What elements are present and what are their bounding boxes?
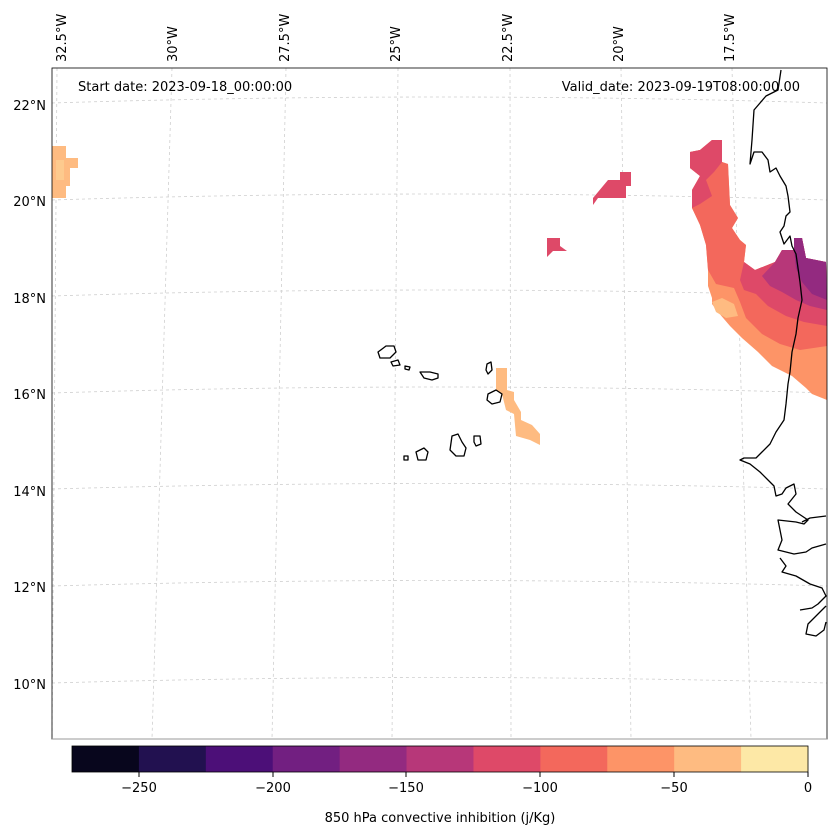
valid-date-text: Valid_date: 2023-09-19T08:00:00.00 bbox=[562, 80, 800, 95]
lon-label-22-5w: 22.5°W bbox=[501, 14, 516, 62]
colorbar: −250 −200 −150 −100 −50 0 850 hPa convec… bbox=[71, 745, 812, 826]
colorbar-bin-9 bbox=[674, 746, 742, 772]
island-sal bbox=[485, 361, 493, 375]
lon-label-20w: 20°W bbox=[612, 26, 627, 62]
colorbar-bin-0 bbox=[72, 746, 140, 772]
island-maio bbox=[473, 435, 482, 447]
island-boa-vista bbox=[486, 389, 503, 405]
colorbar-bin-1 bbox=[138, 746, 207, 772]
island-brava bbox=[403, 455, 409, 461]
map-panel: Start date: 2023-09-18_00:00:00 Valid_da… bbox=[51, 67, 828, 740]
cin-patch-north bbox=[593, 172, 631, 205]
cin-patch-west-core bbox=[56, 160, 64, 180]
lon-label-32-5w: 32.5°W bbox=[55, 14, 70, 62]
colorbar-ticks bbox=[138, 772, 809, 777]
coastlines bbox=[377, 69, 827, 637]
colorbar-bin-3 bbox=[272, 746, 341, 772]
lon-label-25w: 25°W bbox=[389, 26, 404, 62]
colorbar-bins bbox=[72, 746, 809, 772]
cin-coastal-deep bbox=[794, 238, 827, 300]
cb-tick-label: −200 bbox=[255, 781, 291, 796]
colorbar-bin-8 bbox=[607, 746, 675, 772]
lat-label-18n: 18°N bbox=[13, 292, 46, 307]
cin-patch-west bbox=[52, 146, 78, 198]
lon-label-30w: 30°W bbox=[166, 26, 181, 62]
cb-tick-label: −250 bbox=[121, 781, 157, 796]
colorbar-bin-7 bbox=[540, 746, 608, 772]
lat-label-20n: 20°N bbox=[13, 195, 46, 210]
start-date-text: Start date: 2023-09-18_00:00:00 bbox=[78, 80, 292, 95]
latitude-labels: 22°N 20°N 18°N 16°N 14°N 12°N 10°N bbox=[13, 99, 46, 693]
colorbar-bin-2 bbox=[205, 746, 274, 772]
colorbar-bin-5 bbox=[406, 746, 474, 772]
cin-coastal-inner bbox=[690, 140, 722, 208]
island-santiago bbox=[449, 433, 467, 457]
island-fogo bbox=[415, 447, 429, 461]
longitude-labels: 32.5°W 30°W 27.5°W 25°W 22.5°W 20°W 17.5… bbox=[55, 14, 738, 62]
cin-coastal-light bbox=[712, 298, 738, 318]
island-sao-nicolau bbox=[419, 371, 439, 381]
cin-streak bbox=[496, 368, 540, 445]
lat-label-14n: 14°N bbox=[13, 485, 46, 500]
lat-label-10n: 10°N bbox=[13, 678, 46, 693]
lon-label-27-5w: 27.5°W bbox=[278, 14, 293, 62]
cb-tick-label: 0 bbox=[804, 781, 812, 796]
cb-tick-label: −100 bbox=[522, 781, 558, 796]
colorbar-title: 850 hPa convective inhibition (j/Kg) bbox=[325, 811, 556, 826]
lat-label-12n: 12°N bbox=[13, 581, 46, 596]
lon-label-17-5w: 17.5°W bbox=[723, 14, 738, 62]
colorbar-bin-10 bbox=[741, 746, 809, 772]
cin-patch-small bbox=[547, 238, 567, 257]
lat-label-16n: 16°N bbox=[13, 388, 46, 403]
cb-tick-label: −150 bbox=[388, 781, 424, 796]
africa-coastline bbox=[739, 69, 827, 637]
colorbar-bin-6 bbox=[473, 746, 541, 772]
cin-contours bbox=[52, 140, 827, 445]
island-sao-vicente bbox=[390, 359, 401, 367]
colorbar-bin-4 bbox=[339, 746, 408, 772]
colorbar-frame bbox=[71, 745, 809, 773]
lat-label-22n: 22°N bbox=[13, 99, 46, 114]
cb-tick-label: −50 bbox=[660, 781, 687, 796]
island-santa-luzia bbox=[404, 365, 411, 371]
island-santo-antao bbox=[377, 345, 397, 359]
latitude-gridlines bbox=[51, 96, 828, 684]
longitude-gridlines bbox=[51, 67, 752, 740]
